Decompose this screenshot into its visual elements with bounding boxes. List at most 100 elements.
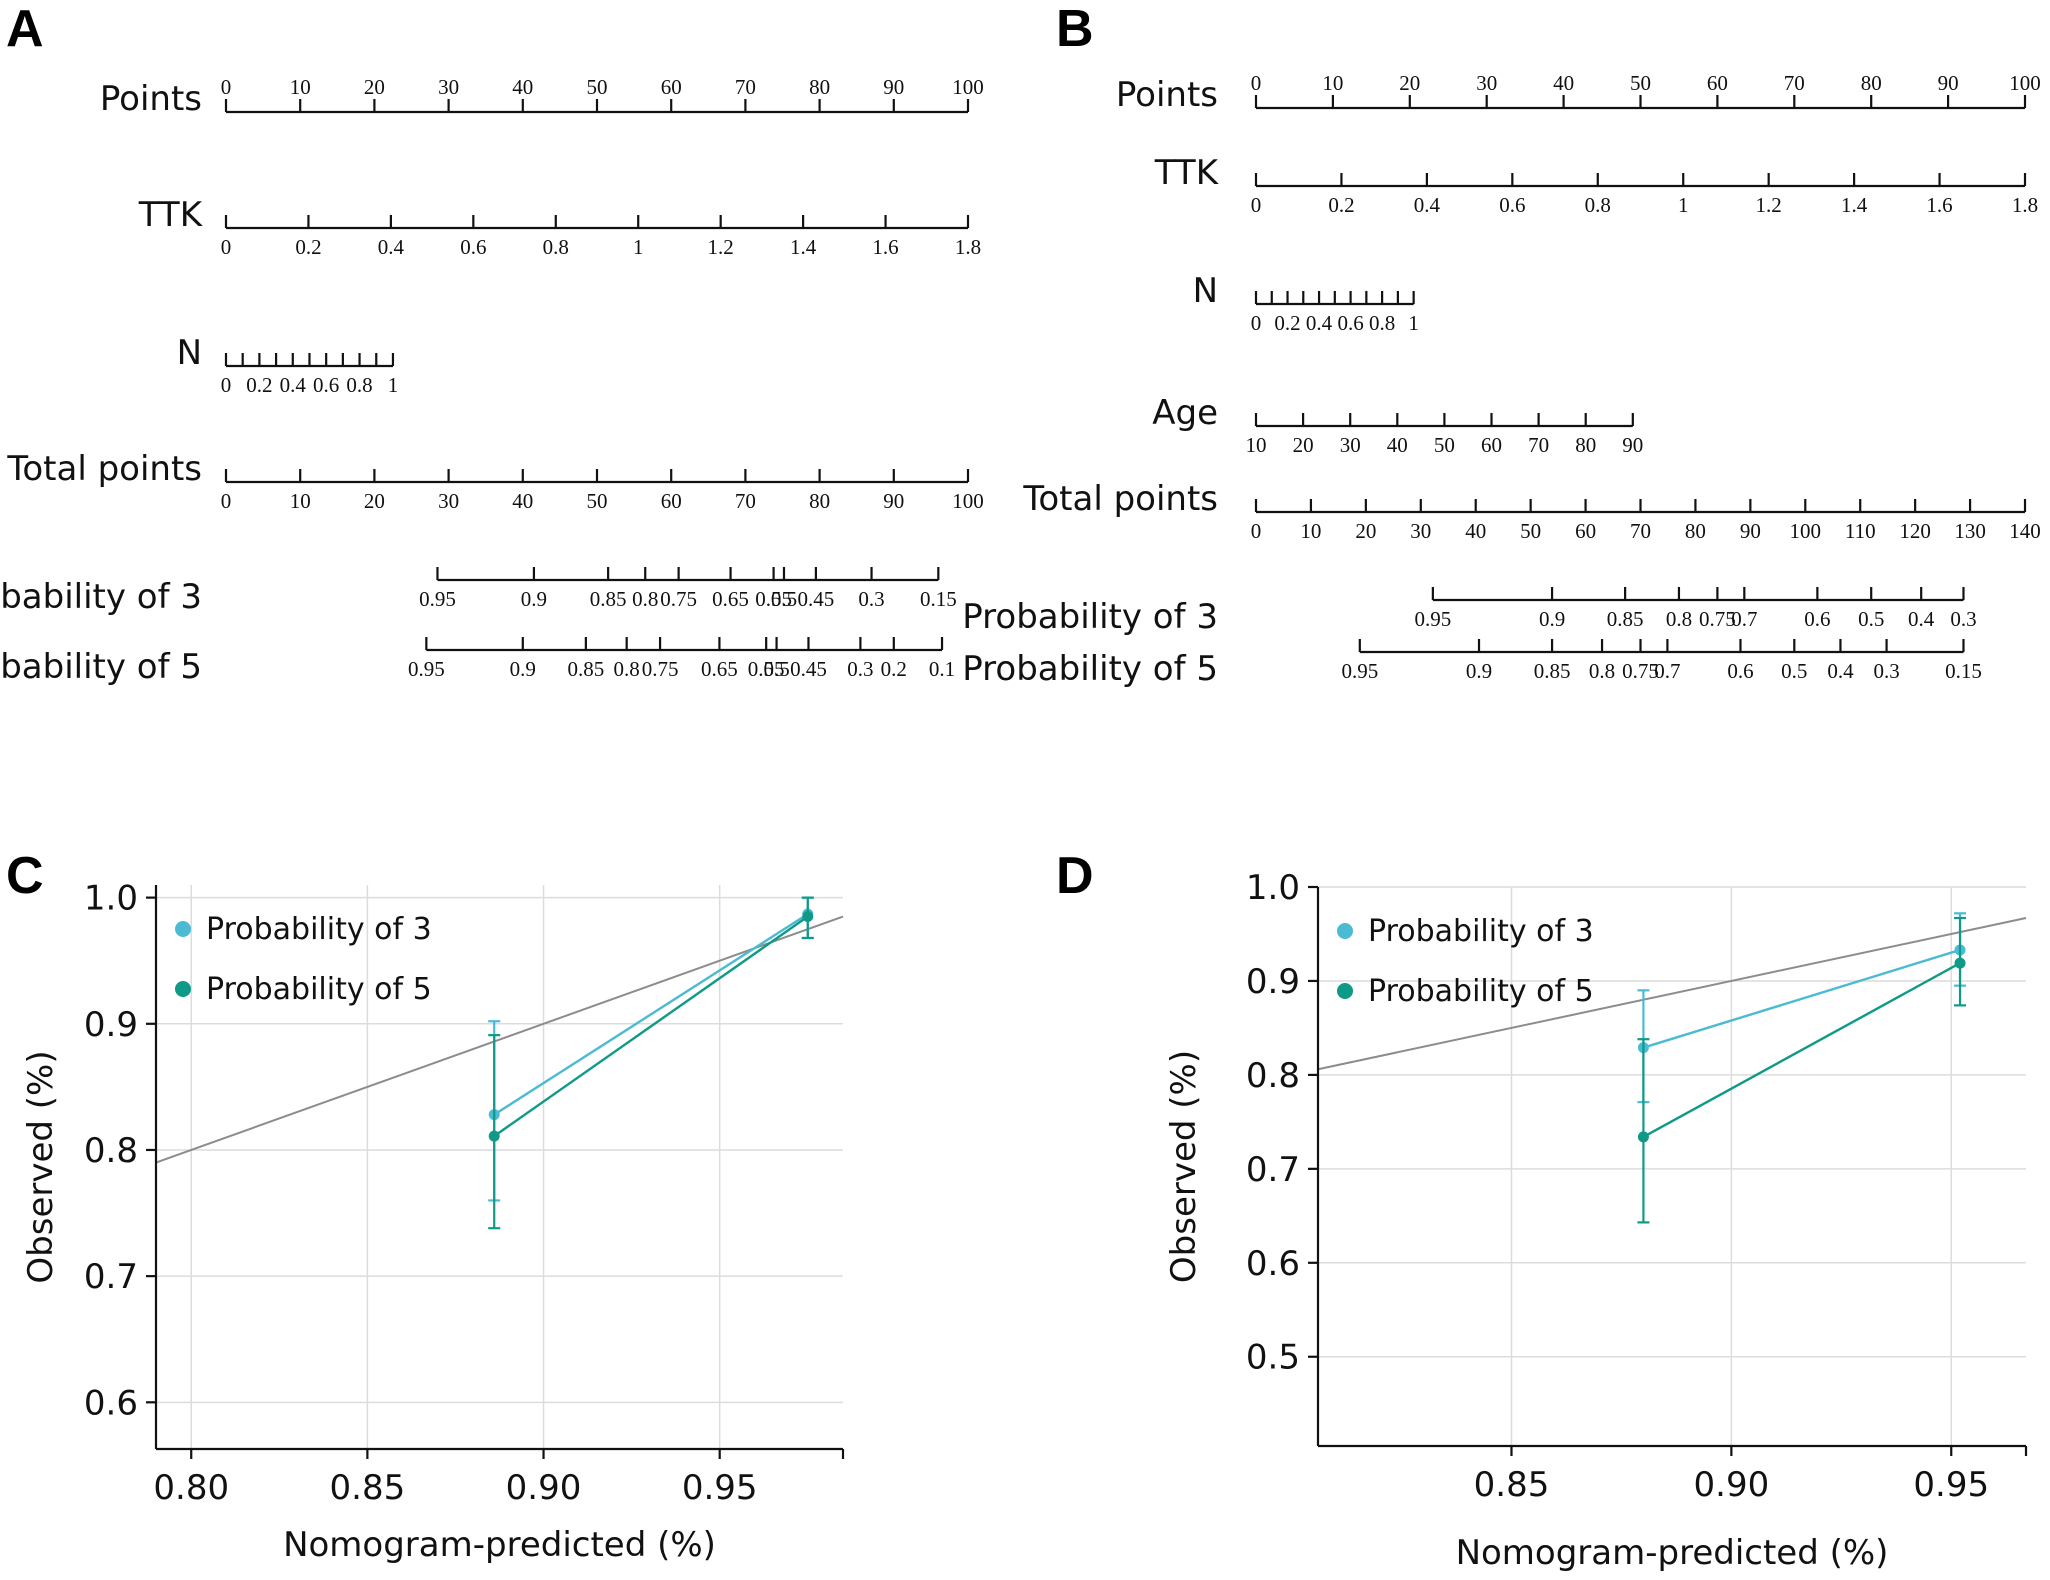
y-tick-label: 0.7 (84, 1257, 138, 1297)
y-tick-label: 0.8 (84, 1131, 138, 1171)
scale-tick-label: 80 (1685, 519, 1706, 543)
legend-marker (175, 921, 191, 937)
y-tick-label: 1.0 (84, 879, 138, 919)
scale-tick-label: 0.15 (1945, 659, 1982, 683)
series-probability-of-5 (488, 896, 814, 1230)
scale-tick-label: 0 (1251, 193, 1262, 217)
panel-letter-b: B (1056, 0, 1094, 58)
scale-tick-label: 60 (1707, 71, 1728, 95)
scale-label: Probability of 5 (962, 649, 1218, 689)
scale-tick-label: 1 (1408, 311, 1419, 335)
scale-tick-label: 0.85 (590, 587, 627, 611)
scale-tick-label: 40 (1465, 519, 1486, 543)
scale-tick-label: 10 (1246, 433, 1267, 457)
y-tick-label: 0.9 (84, 1005, 138, 1045)
data-point (1954, 957, 1966, 969)
scale-tick-label: 50 (1520, 519, 1541, 543)
scale-tick-label: 0.55 (755, 587, 792, 611)
scale-tick-label: 10 (290, 489, 311, 513)
scale-tick-label: 0.75 (660, 587, 697, 611)
scale-tick-label: 0.9 (1539, 607, 1565, 631)
scale-points: Points 0 10 20 30 40 50 60 70 80 90 100 (100, 75, 984, 119)
series-line (1643, 948, 1961, 1049)
scale-tick-label: 20 (1399, 71, 1420, 95)
scale-tick-label: 0.95 (419, 587, 456, 611)
scale-label: Probability of 5 (0, 647, 202, 687)
scale-tick-label: 0.65 (701, 657, 738, 681)
x-tick-label: 0.95 (682, 1468, 758, 1508)
scale-ttk: TTK 0 0.2 0.4 0.6 0.8 1 1.2 1.4 1.6 1.8 (1154, 153, 2038, 217)
legend-marker (1337, 923, 1353, 939)
scale-tick-label: 1.2 (708, 235, 734, 259)
scale-tick-label: 1 (388, 373, 399, 397)
calibration-panel-d: 0.85 0.90 0.95 0.5 0.6 0.7 0.8 0.9 1.0 Nomogram-p… (1164, 868, 2028, 1573)
scale-tick-label: 1.8 (955, 235, 981, 259)
scale-tick-label: 0 (221, 235, 232, 259)
legend-label: Probability of 5 (1368, 974, 1594, 1009)
panel-letter-a: A (6, 0, 44, 58)
scale-tick-label: 20 (1293, 433, 1314, 457)
scale-tick-label: 0.95 (1414, 607, 1451, 631)
scale-tick-label: 100 (952, 489, 984, 513)
panel-letter-d: D (1056, 847, 1094, 905)
scale-tick-label: 0.1 (929, 657, 955, 681)
scale-tick-label: 10 (1300, 519, 1321, 543)
scale-tick-label: 130 (1954, 519, 1986, 543)
scale-tick-label: 0 (221, 489, 232, 513)
legend-label: Probability of 3 (1368, 914, 1594, 949)
data-point (1637, 1131, 1649, 1143)
scale-tick-label: 70 (735, 75, 756, 99)
x-tick-label: 0.95 (1913, 1465, 1989, 1505)
scale-tick-label: 0.2 (295, 235, 321, 259)
scale-tick-label: 30 (1410, 519, 1431, 543)
scale-tick-label: 70 (735, 489, 756, 513)
scale-label: Probability of 3 (962, 597, 1218, 637)
y-tick-label: 0.6 (84, 1383, 138, 1423)
scale-tick-label: 0 (1251, 311, 1262, 335)
scale-tick-label: 10 (1322, 71, 1343, 95)
scale-tick-label: 0.3 (1950, 607, 1976, 631)
scale-tick-label: 0.8 (614, 657, 640, 681)
scale-n: N0 0.2 0.4 0.6 0.8 1 (177, 333, 399, 397)
panel-letter-c: C (6, 847, 44, 905)
scale-tick-label: 80 (809, 75, 830, 99)
scale-tick-label: 40 (512, 489, 533, 513)
scale-total-points: Total points 0 10 20 30 40 50 60 70 80 90 100 (6, 449, 983, 513)
series-line (493, 915, 809, 1138)
scale-tick-label: 80 (809, 489, 830, 513)
scale-tick-label: 0.45 (790, 657, 827, 681)
series-probability-of-5 (1637, 916, 1967, 1224)
scale-label: Probability of 3 (0, 577, 202, 617)
scale-tick-label: 60 (1575, 519, 1596, 543)
scale-tick-label: 80 (1575, 433, 1596, 457)
y-axis-title: Observed (%) (21, 1050, 61, 1283)
scale-tick-label: 40 (1387, 433, 1408, 457)
scale-tick-label: 0.2 (246, 373, 272, 397)
x-tick-label: 0.80 (153, 1468, 229, 1508)
scale-tick-label: 0.5 (763, 657, 789, 681)
scale-label: N (1193, 271, 1218, 311)
scale-tick-label: 70 (1630, 519, 1651, 543)
data-point (488, 1130, 500, 1142)
scale-label: Age (1152, 393, 1218, 433)
series-line (1642, 962, 1961, 1138)
scale-tick-label: 1.2 (1756, 193, 1782, 217)
scale-tick-label: 10 (290, 75, 311, 99)
legend: Probability of 3 Probability of 5 (175, 912, 432, 1007)
scale-tick-label: 1.4 (1841, 193, 1868, 217)
scale-tick-label: 60 (661, 489, 682, 513)
series-probability-of-3 (488, 896, 814, 1202)
scale-tick-label: 20 (364, 489, 385, 513)
scale-tick-label: 80 (1861, 71, 1882, 95)
scale-tick-label: 1.6 (1926, 193, 1952, 217)
scale-tick-label: 0.4 (280, 373, 307, 397)
calibration-panel-c: 0.80 0.85 0.90 0.95 0.6 0.7 0.8 0.9 1.0 Nomogram-… (21, 879, 845, 1565)
scale-tick-label: 60 (661, 75, 682, 99)
scale-tick-label: 30 (1340, 433, 1361, 457)
scale-tick-label: 0.9 (1466, 659, 1492, 683)
y-tick-label: 0.9 (1246, 962, 1300, 1002)
scale-tick-label: 0.75 (1622, 659, 1659, 683)
scale-tick-label: 90 (883, 75, 904, 99)
legend-label: Probability of 5 (206, 972, 432, 1007)
scale-tick-label: 0.85 (567, 657, 604, 681)
